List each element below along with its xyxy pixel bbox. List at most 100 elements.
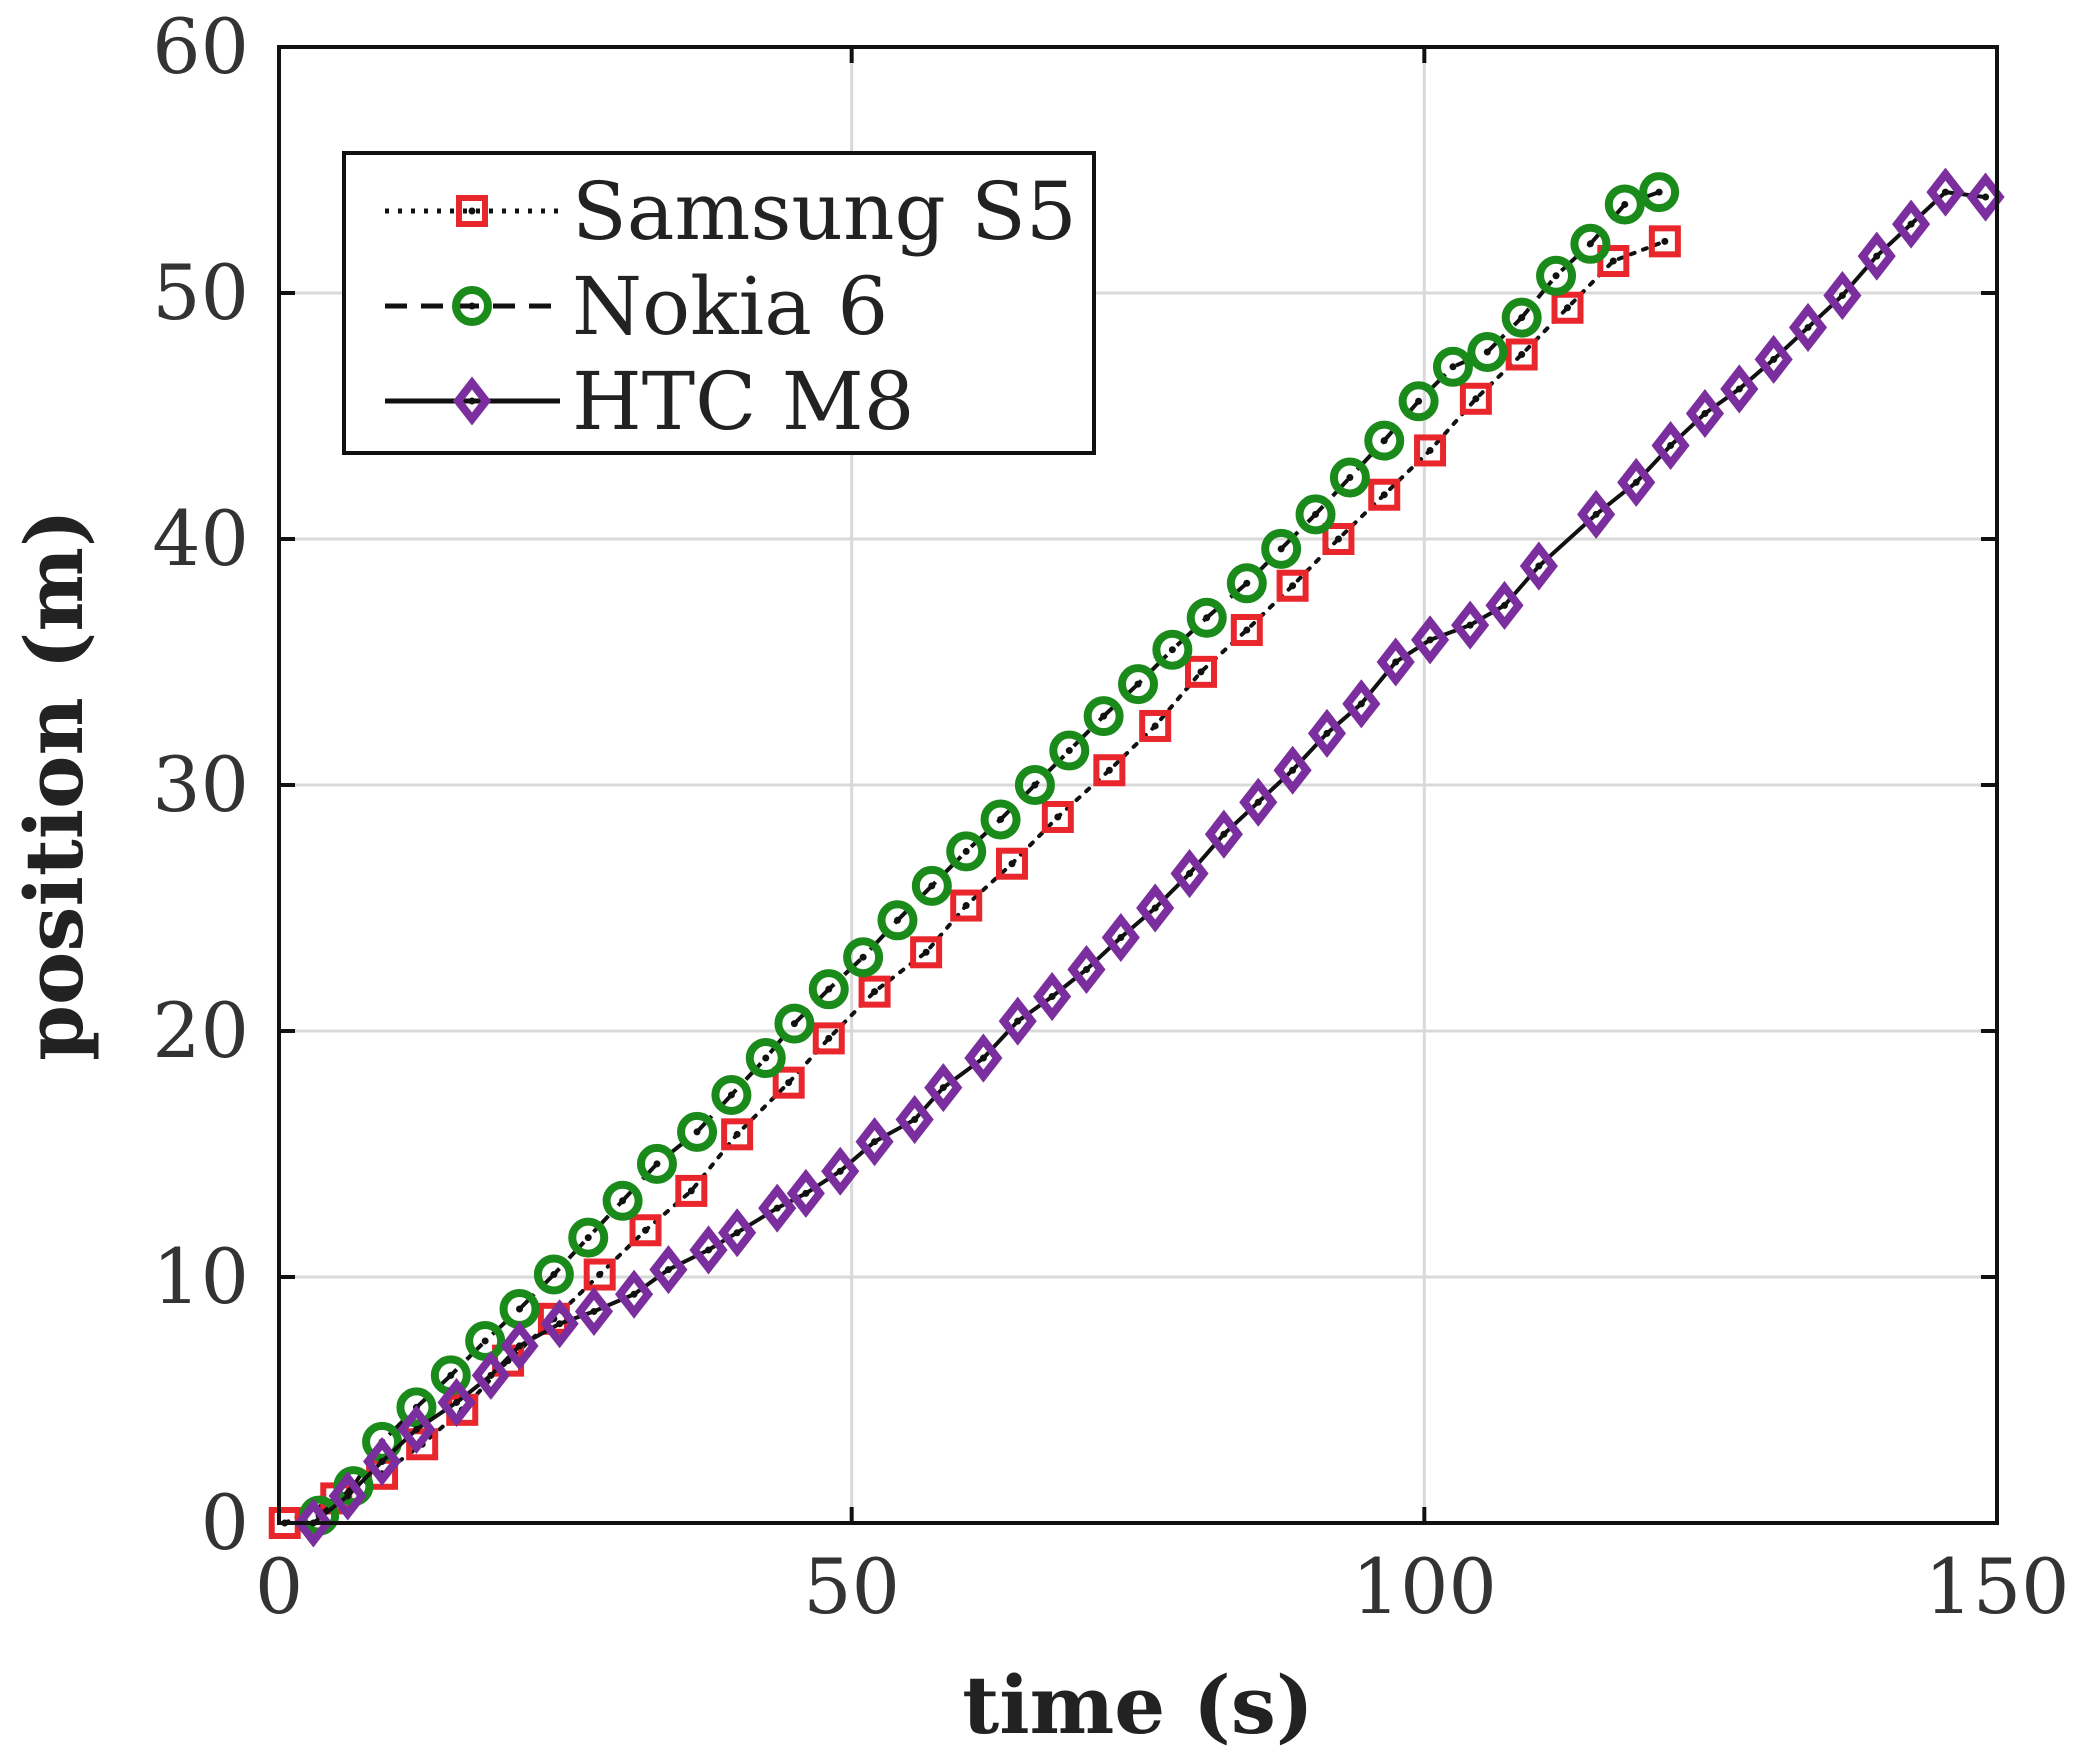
- data-point: [745, 1038, 786, 1079]
- data-point-shape: [1083, 696, 1124, 737]
- data-point: [1926, 167, 1965, 217]
- data-point-center: [997, 815, 1005, 823]
- data-point-shape: [911, 865, 952, 906]
- data-point-center: [664, 1266, 672, 1274]
- data-point-center: [1770, 355, 1778, 363]
- data-point-center: [1334, 535, 1342, 543]
- data-point-shape: [362, 1421, 403, 1462]
- data-point-center: [1907, 220, 1915, 228]
- data-point: [1685, 389, 1725, 439]
- data-point-center: [1220, 830, 1228, 838]
- legend-marker: [452, 286, 492, 326]
- data-point-center: [1655, 188, 1663, 196]
- data-point-shape: [1459, 382, 1492, 415]
- data-point: [1014, 765, 1055, 805]
- data-point: [998, 996, 1037, 1046]
- data-point: [911, 865, 952, 906]
- data-point: [946, 831, 987, 872]
- legend-marker: [452, 376, 492, 426]
- data-point: [1451, 600, 1490, 650]
- data-point: [964, 1033, 1003, 1083]
- data-point: [1617, 457, 1656, 507]
- data-point-center: [1804, 323, 1812, 331]
- data-point-center: [642, 1226, 650, 1234]
- data-point-shape: [540, 1299, 579, 1349]
- data-point: [629, 1214, 662, 1247]
- data-point-shape: [1093, 754, 1126, 787]
- data-point: [1398, 381, 1439, 422]
- data-point-shape: [1410, 615, 1450, 665]
- data-point: [1639, 172, 1680, 213]
- data-point-shape: [808, 969, 849, 1010]
- data-point-center: [922, 948, 930, 956]
- x-tick-label: 50: [803, 1542, 900, 1631]
- data-point-center: [687, 1187, 695, 1195]
- data-point-center: [1426, 446, 1434, 454]
- data-point-center: [1082, 966, 1090, 973]
- data-point-shape: [812, 1022, 845, 1055]
- y-tick-label: 20: [152, 986, 249, 1075]
- data-point: [1368, 478, 1401, 511]
- data-point-shape: [855, 1117, 894, 1167]
- data-point-shape: [1536, 255, 1577, 296]
- data-point: [980, 799, 1021, 840]
- data-point-shape: [397, 1405, 436, 1455]
- data-point: [858, 975, 891, 1008]
- data-point-shape: [1342, 679, 1381, 729]
- data-point-center: [962, 847, 970, 855]
- data-point-shape: [1604, 184, 1645, 225]
- y-tick-label: 0: [201, 1478, 249, 1567]
- data-point: [1139, 709, 1172, 742]
- data-point: [1519, 541, 1558, 591]
- data-point: [1329, 457, 1370, 498]
- data-point-shape: [946, 831, 987, 872]
- data-point-center: [1312, 510, 1320, 518]
- data-point-center: [453, 1398, 461, 1406]
- data-point-shape: [1322, 523, 1355, 555]
- data-point-center: [762, 1054, 770, 1062]
- data-point-shape: [1577, 489, 1616, 539]
- data-point: [397, 1405, 436, 1455]
- data-point-shape: [1570, 223, 1611, 264]
- data-point: [772, 1066, 805, 1099]
- data-point-center: [825, 985, 833, 993]
- data-point-shape: [1966, 172, 2005, 222]
- data-point: [363, 1436, 402, 1487]
- data-point-center: [1392, 658, 1400, 666]
- data-point: [1118, 664, 1158, 705]
- data-point-center: [836, 1167, 844, 1175]
- ticks: [277, 45, 1999, 1525]
- data-point: [1414, 434, 1447, 467]
- data-point-center: [1203, 614, 1211, 622]
- data-point-shape: [1295, 494, 1336, 535]
- data-point-center: [1941, 188, 1949, 196]
- data-point-shape: [689, 1225, 728, 1275]
- data-point-center: [344, 1492, 352, 1500]
- data-point: [1648, 225, 1681, 258]
- data-point-center: [1632, 478, 1640, 486]
- data-point: [1261, 528, 1302, 569]
- data-point-center: [1134, 680, 1142, 688]
- data-point-center: [1008, 860, 1016, 868]
- data-point: [786, 1168, 825, 1218]
- data-point-shape: [964, 1033, 1003, 1083]
- data-point-center: [1151, 904, 1159, 912]
- data-point-center: [1186, 870, 1194, 878]
- data-point-center: [1289, 766, 1297, 774]
- data-point-shape: [500, 1321, 539, 1371]
- data-point-shape: [583, 1258, 616, 1291]
- data-point-center: [1564, 304, 1571, 312]
- data-point-center: [412, 1426, 420, 1434]
- data-point-shape: [1329, 457, 1370, 498]
- data-point-center: [893, 916, 901, 924]
- x-tick-label: 150: [1924, 1542, 2069, 1631]
- tick-labels: 0 50 100 150 0 10 20 30 40 50 60: [152, 2, 2069, 1631]
- data-point-shape: [786, 1168, 825, 1218]
- data-point-center: [556, 1320, 564, 1328]
- data-point-center: [733, 1229, 741, 1237]
- data-point: [1230, 614, 1263, 647]
- data-point-center: [733, 1130, 741, 1138]
- data-point: [1604, 184, 1645, 225]
- data-point-center: [1100, 712, 1108, 720]
